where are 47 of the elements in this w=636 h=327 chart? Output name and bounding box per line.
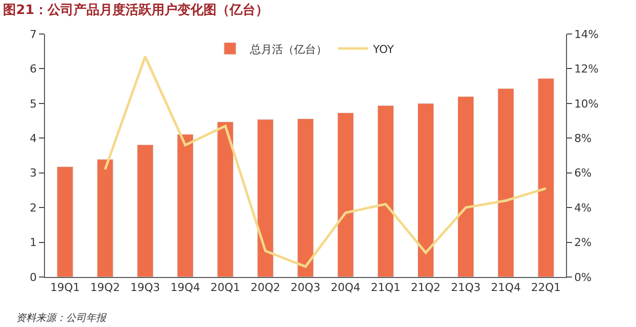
bar [297, 118, 314, 277]
y-tick-label: 5 [30, 97, 37, 110]
text: 资料来源：公司年报 [16, 312, 107, 324]
y-tick-label: 3 [30, 166, 37, 180]
legend-label: 总月活（亿台） [249, 42, 327, 56]
y2-tick-label: 2% [574, 236, 592, 250]
x-tick-label: 19Q4 [170, 281, 200, 294]
x-tick-label: 21Q3 [450, 281, 481, 294]
chart-title: 图21：公司产品月度活跃用户变化图（亿台） [3, 2, 268, 18]
y2-tick-label: 8% [574, 132, 592, 145]
bar [458, 96, 474, 277]
y2-tick-label: 0% [574, 270, 592, 284]
bar [538, 78, 554, 277]
bar [498, 88, 514, 277]
bar [177, 134, 194, 277]
y-tick-label: 4 [30, 132, 37, 145]
y-tick-label: 6 [30, 62, 37, 76]
bar [377, 105, 394, 277]
y2-tick-label: 4% [574, 201, 592, 214]
bar [56, 166, 74, 277]
y-tick-label: 0 [30, 270, 37, 284]
x-tick-label: 20Q4 [330, 281, 360, 294]
y-tick-label: 7 [30, 28, 37, 41]
bar [337, 112, 354, 277]
y2-tick-label: 6% [574, 166, 592, 180]
legend-label: YOY [372, 42, 394, 56]
x-tick-label: 20Q3 [290, 281, 320, 294]
x-tick-label: 22Q1 [531, 281, 561, 294]
x-tick-label: 21Q1 [370, 281, 400, 294]
x-tick-label: 21Q2 [410, 281, 441, 294]
y2-tick-label: 14% [574, 28, 599, 41]
bar [96, 159, 114, 277]
bar [217, 122, 234, 277]
x-tick-label: 20Q2 [250, 281, 280, 294]
x-tick-label: 19Q1 [50, 281, 80, 294]
bar [417, 103, 434, 277]
x-tick-label: 19Q2 [90, 281, 120, 294]
line-series [104, 55, 548, 268]
x-tick-label: 21Q4 [491, 281, 521, 294]
x-tick-label: 20Q1 [210, 281, 240, 294]
y2-tick-label: 12% [574, 62, 599, 76]
y2-tick-label: 10% [574, 97, 599, 110]
y-tick-label: 1 [30, 236, 37, 250]
bar [136, 144, 154, 277]
x-tick-label: 19Q3 [130, 281, 160, 294]
bar [257, 119, 274, 277]
y-tick-label: 2 [30, 201, 37, 214]
